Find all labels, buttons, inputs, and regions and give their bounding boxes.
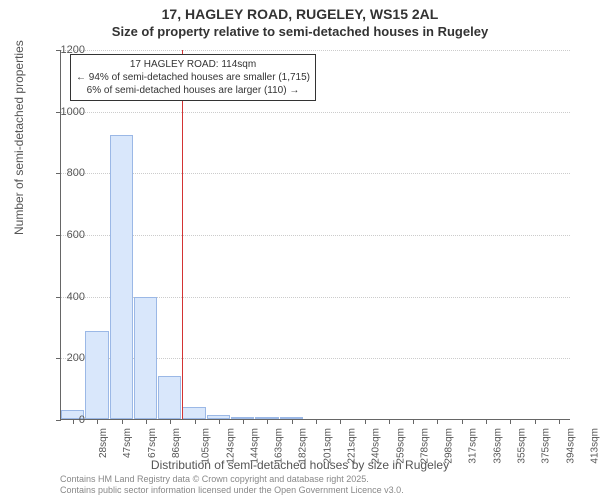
x-tick xyxy=(340,419,341,424)
x-tick-label: 67sqm xyxy=(147,428,158,458)
footer-line1: Contains HM Land Registry data © Crown c… xyxy=(60,474,404,485)
x-tick-label: 259sqm xyxy=(395,428,406,464)
x-tick xyxy=(462,419,463,424)
x-tick-label: 182sqm xyxy=(298,428,309,464)
grid-line xyxy=(61,235,570,236)
y-axis-label: Number of semi-detached properties xyxy=(12,40,26,235)
x-tick xyxy=(146,419,147,424)
x-tick-label: 221sqm xyxy=(347,428,358,464)
x-tick-label: 298sqm xyxy=(444,428,455,464)
x-tick xyxy=(510,419,511,424)
annotation-line2: ← 94% of semi-detached houses are smalle… xyxy=(76,71,310,84)
x-tick xyxy=(535,419,536,424)
annotation-line3: 6% of semi-detached houses are larger (1… xyxy=(76,84,310,97)
histogram-bar xyxy=(85,331,108,419)
x-tick-label: 86sqm xyxy=(171,428,182,458)
property-marker-line xyxy=(182,50,183,419)
grid-line xyxy=(61,173,570,174)
histogram-bar xyxy=(110,135,133,419)
grid-line xyxy=(61,112,570,113)
histogram-bar xyxy=(182,407,205,419)
annotation-line1: 17 HAGLEY ROAD: 114sqm xyxy=(76,58,310,71)
histogram-bar xyxy=(134,297,157,419)
y-tick-label: 0 xyxy=(45,414,85,426)
x-tick-label: 144sqm xyxy=(249,428,260,464)
x-tick xyxy=(437,419,438,424)
y-tick-label: 600 xyxy=(45,229,85,241)
x-tick-label: 47sqm xyxy=(122,428,133,458)
y-tick-label: 400 xyxy=(45,291,85,303)
x-tick-label: 355sqm xyxy=(517,428,528,464)
grid-line xyxy=(61,50,570,51)
y-tick-label: 800 xyxy=(45,167,85,179)
y-tick-label: 200 xyxy=(45,352,85,364)
x-tick xyxy=(122,419,123,424)
chart-title-block: 17, HAGLEY ROAD, RUGELEY, WS15 2AL Size … xyxy=(0,0,600,39)
x-tick-label: 375sqm xyxy=(541,428,552,464)
x-tick-label: 317sqm xyxy=(468,428,479,464)
x-tick xyxy=(97,419,98,424)
x-tick-label: 336sqm xyxy=(492,428,503,464)
x-tick xyxy=(413,419,414,424)
x-tick-label: 28sqm xyxy=(98,428,109,458)
x-tick-label: 105sqm xyxy=(201,428,212,464)
histogram-bar xyxy=(158,376,181,419)
x-tick xyxy=(316,419,317,424)
x-tick-label: 413sqm xyxy=(589,428,600,464)
x-tick xyxy=(243,419,244,424)
x-tick-label: 124sqm xyxy=(225,428,236,464)
property-annotation: 17 HAGLEY ROAD: 114sqm← 94% of semi-deta… xyxy=(70,54,316,101)
x-tick xyxy=(365,419,366,424)
chart-title-description: Size of property relative to semi-detach… xyxy=(0,24,600,39)
x-tick xyxy=(292,419,293,424)
y-tick-label: 1000 xyxy=(45,106,85,118)
plot-area xyxy=(60,50,570,420)
x-tick-label: 163sqm xyxy=(274,428,285,464)
x-tick xyxy=(389,419,390,424)
x-tick xyxy=(195,419,196,424)
x-tick xyxy=(267,419,268,424)
x-tick xyxy=(559,419,560,424)
x-tick-label: 240sqm xyxy=(371,428,382,464)
chart-footer: Contains HM Land Registry data © Crown c… xyxy=(60,474,404,496)
x-tick xyxy=(219,419,220,424)
x-tick xyxy=(486,419,487,424)
chart-title-address: 17, HAGLEY ROAD, RUGELEY, WS15 2AL xyxy=(0,6,600,22)
x-tick-label: 278sqm xyxy=(419,428,430,464)
footer-line2: Contains public sector information licen… xyxy=(60,485,404,496)
x-tick xyxy=(170,419,171,424)
x-tick-label: 394sqm xyxy=(565,428,576,464)
x-tick-label: 201sqm xyxy=(322,428,333,464)
